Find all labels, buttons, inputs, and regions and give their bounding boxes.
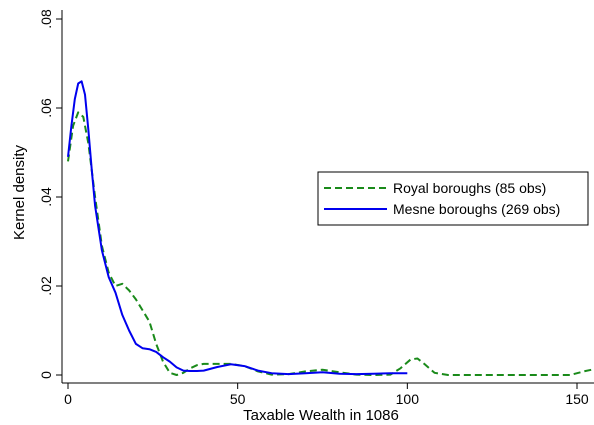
legend: Royal boroughs (85 obs) Mesne boroughs (…	[317, 171, 589, 226]
x-tick-label: 50	[230, 391, 246, 407]
x-tick-label: 0	[64, 391, 72, 407]
x-tick-label: 100	[396, 391, 420, 407]
series-line-royal	[67, 111, 594, 376]
axis-labels: Taxable Wealth in 1086 Kernel density	[11, 144, 399, 424]
series-lines	[67, 80, 594, 376]
y-axis-title: Kernel density	[11, 144, 28, 240]
y-tick-label: .06	[38, 98, 54, 118]
y-tick-label: 0	[38, 371, 54, 379]
x-tick-label: 150	[565, 391, 589, 407]
y-tick-label: .02	[38, 276, 54, 296]
legend-label-mesne: Mesne boroughs (269 obs)	[393, 201, 560, 217]
series-line-mesne	[67, 80, 408, 376]
y-tick-label: .04	[38, 187, 54, 207]
axes: 0 50 100 150 0 .02 .04 .06 .08	[38, 9, 594, 407]
legend-box	[317, 171, 589, 226]
x-axis-title: Taxable Wealth in 1086	[243, 407, 399, 424]
legend-label-royal: Royal boroughs (85 obs)	[393, 180, 546, 196]
y-tick-label: .08	[38, 9, 54, 29]
